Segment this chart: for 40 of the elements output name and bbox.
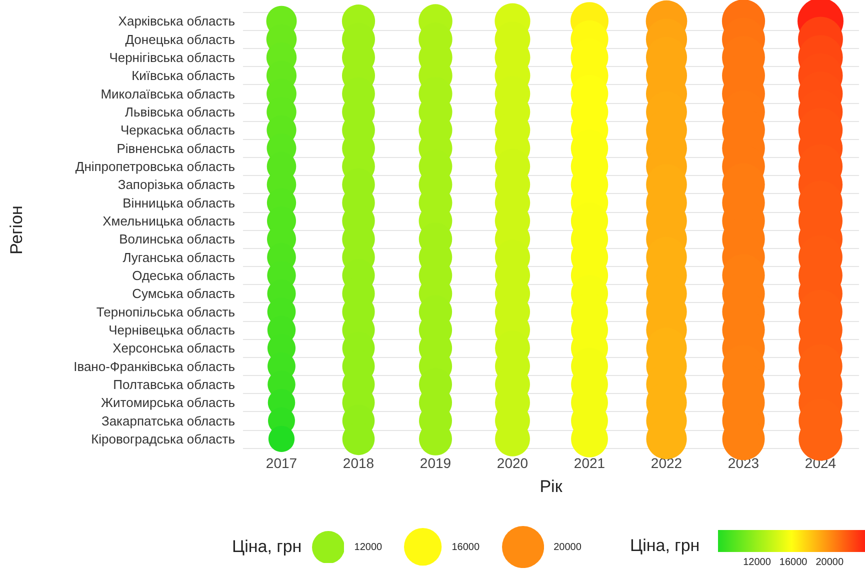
y-axis-title: Регіон [7, 206, 26, 254]
legend-title: Ціна, грн [232, 537, 302, 557]
y-tick-label: Івано-Франківська область [74, 358, 236, 374]
y-tick-label: Харківська область [118, 14, 236, 29]
y-tick-label: Полтавська область [113, 376, 236, 392]
y-tick-label: Київська область [132, 68, 236, 84]
x-tick-label: 2022 [650, 455, 682, 471]
y-tick-label: Луганська область [122, 250, 236, 265]
color-bar-title: Ціна, грн [630, 536, 700, 556]
y-tick-label: Тернопільська область [96, 304, 236, 320]
x-tick-label: 2018 [342, 455, 374, 471]
y-tick-label: Миколаївська область [100, 86, 236, 102]
y-tick-label: Житомирська область [101, 395, 236, 410]
y-tick-label: Запорізька область [118, 177, 236, 192]
x-tick-label: 2020 [496, 455, 528, 471]
y-tick-label: Херсонська область [112, 340, 236, 356]
y-tick-label: Донецька область [125, 32, 236, 47]
y-tick-label: Черкаська область [120, 122, 236, 138]
legend-label: 12000 [354, 542, 382, 552]
y-tick-label: Львівська область [124, 104, 236, 120]
color-bar-label: 20000 [816, 557, 844, 568]
y-tick-label: Одеська область [132, 268, 236, 283]
y-tick-label: Хмельницька область [102, 213, 236, 228]
y-tick-label: Волинська область [119, 232, 236, 247]
y-tick-label: Чернівецька область [108, 322, 236, 338]
x-tick-label: 2017 [266, 455, 298, 471]
x-tick-label: 2019 [420, 455, 452, 471]
y-tick-label: Рівненська область [116, 140, 236, 156]
color-bar-label: 16000 [779, 557, 808, 568]
y-tick-label: Закарпатська область [101, 413, 236, 428]
y-tick-label: Дніпропетровська область [75, 158, 236, 174]
y-tick-label: Кіровоградська область [91, 431, 236, 446]
color-bar-label: 12000 [743, 557, 771, 568]
legend-label: 20000 [554, 542, 582, 552]
x-axis-title: Рік [540, 477, 563, 496]
legend-label: 16000 [452, 542, 480, 552]
y-tick-label: Чернігівська область [109, 50, 236, 65]
x-tick-label: 2021 [574, 455, 606, 471]
y-tick-label: Вінницька область [122, 195, 236, 210]
y-tick-label: Сумська область [132, 286, 236, 302]
